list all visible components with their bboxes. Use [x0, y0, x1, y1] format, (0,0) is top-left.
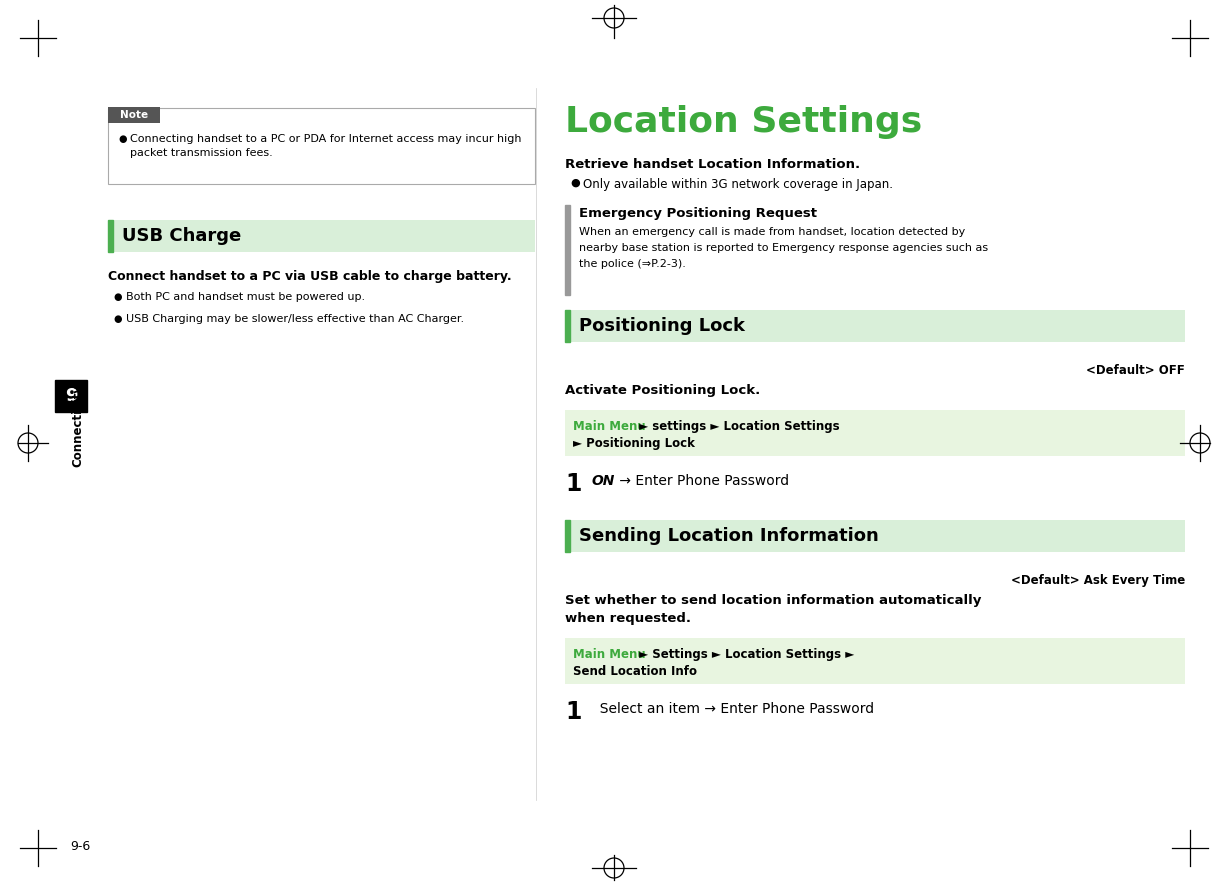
- Text: ●: ●: [113, 292, 122, 302]
- Bar: [565, 205, 570, 295]
- Bar: [55, 380, 87, 412]
- Text: Activate Positioning Lock.: Activate Positioning Lock.: [565, 384, 760, 397]
- Bar: [565, 310, 1185, 342]
- Text: ●: ●: [113, 314, 122, 324]
- Text: Retrieve handset Location Information.: Retrieve handset Location Information.: [565, 158, 860, 171]
- Bar: [565, 520, 1185, 552]
- Text: <Default> Ask Every Time: <Default> Ask Every Time: [1011, 574, 1185, 587]
- Text: Note: Note: [120, 110, 149, 120]
- Text: Connect handset to a PC via USB cable to charge battery.: Connect handset to a PC via USB cable to…: [108, 270, 512, 283]
- Text: the police (⇒P.2-3).: the police (⇒P.2-3).: [578, 259, 686, 269]
- Text: ●: ●: [118, 134, 126, 144]
- Text: Main Menu: Main Menu: [573, 420, 646, 433]
- Text: 1: 1: [565, 700, 581, 724]
- Bar: [565, 520, 570, 552]
- Text: ► Positioning Lock: ► Positioning Lock: [573, 437, 695, 450]
- Text: Set whether to send location information automatically: Set whether to send location information…: [565, 594, 981, 607]
- Text: Both PC and handset must be powered up.: Both PC and handset must be powered up.: [126, 292, 365, 302]
- Bar: [108, 220, 113, 252]
- Text: Main Menu: Main Menu: [573, 648, 646, 661]
- Text: ●: ●: [570, 178, 580, 188]
- Bar: [108, 220, 535, 252]
- Text: Sending Location Information: Sending Location Information: [578, 527, 879, 545]
- Text: 9-6: 9-6: [70, 840, 90, 853]
- Text: 1: 1: [565, 472, 581, 496]
- Text: ► settings ► Location Settings: ► settings ► Location Settings: [635, 420, 840, 433]
- Text: Location Settings: Location Settings: [565, 105, 922, 139]
- Text: When an emergency call is made from handset, location detected by: When an emergency call is made from hand…: [578, 227, 965, 237]
- Bar: [565, 310, 570, 342]
- Text: Emergency Positioning Request: Emergency Positioning Request: [578, 207, 817, 220]
- Bar: [565, 638, 1185, 684]
- Text: USB Charging may be slower/less effective than AC Charger.: USB Charging may be slower/less effectiv…: [126, 314, 464, 324]
- Text: <Default> OFF: <Default> OFF: [1087, 364, 1185, 377]
- Bar: [108, 108, 535, 184]
- Text: Connectivity: Connectivity: [71, 384, 84, 467]
- Bar: [108, 107, 160, 123]
- Text: Only available within 3G network coverage in Japan.: Only available within 3G network coverag…: [583, 178, 893, 191]
- Text: ► Settings ► Location Settings ►: ► Settings ► Location Settings ►: [635, 648, 855, 661]
- Text: USB Charge: USB Charge: [122, 227, 241, 245]
- Text: Connecting handset to a PC or PDA for Internet access may incur high
packet tran: Connecting handset to a PC or PDA for In…: [130, 134, 522, 158]
- Text: when requested.: when requested.: [565, 612, 691, 625]
- Text: 9: 9: [65, 387, 77, 405]
- Text: Send Location Info: Send Location Info: [573, 665, 698, 678]
- Bar: [565, 410, 1185, 456]
- Text: → Enter Phone Password: → Enter Phone Password: [615, 474, 790, 488]
- Text: Select an item → Enter Phone Password: Select an item → Enter Phone Password: [591, 702, 874, 716]
- Text: nearby base station is reported to Emergency response agencies such as: nearby base station is reported to Emerg…: [578, 243, 989, 253]
- Text: ON: ON: [591, 474, 614, 488]
- Text: Positioning Lock: Positioning Lock: [578, 317, 745, 335]
